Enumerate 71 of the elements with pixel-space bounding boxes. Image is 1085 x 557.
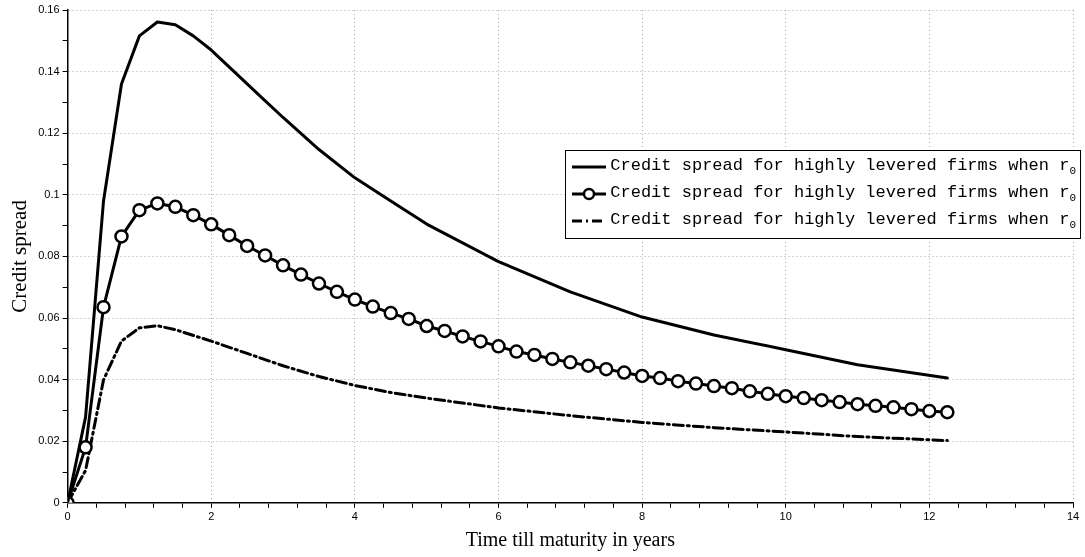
point bbox=[383, 305, 399, 321]
point bbox=[96, 299, 111, 315]
point bbox=[78, 440, 93, 455]
legend-label: Credit spread for highly levered firms when r$_{0}$ bbox=[610, 182, 1076, 205]
point bbox=[437, 323, 452, 339]
y-tick-label: 0.1 bbox=[44, 187, 60, 200]
x-tick-label: 14 bbox=[1066, 510, 1080, 523]
x-tick-label: 0 bbox=[64, 510, 71, 523]
point bbox=[203, 217, 219, 232]
legend-label: Credit spread for highly levered firms when r$_{0}$ bbox=[610, 209, 1076, 232]
point bbox=[886, 400, 901, 415]
point bbox=[563, 355, 578, 370]
point bbox=[545, 351, 560, 367]
point bbox=[796, 390, 811, 406]
y-axis-title: Credit spread bbox=[7, 199, 32, 313]
point bbox=[168, 199, 183, 215]
point bbox=[724, 380, 740, 396]
point bbox=[365, 299, 381, 314]
point bbox=[814, 392, 829, 408]
point bbox=[473, 334, 488, 349]
x-tick-label: 2 bbox=[208, 510, 215, 523]
point bbox=[850, 396, 865, 412]
point bbox=[706, 378, 722, 394]
point bbox=[581, 358, 596, 373]
point bbox=[419, 318, 434, 334]
point bbox=[922, 403, 937, 419]
point bbox=[275, 258, 291, 273]
point bbox=[940, 405, 955, 420]
point bbox=[778, 388, 793, 404]
y-tick-label: 0.06 bbox=[38, 311, 60, 324]
point bbox=[491, 339, 506, 354]
x-tick-label: 6 bbox=[495, 510, 502, 523]
point bbox=[186, 207, 201, 223]
point bbox=[329, 284, 345, 300]
point bbox=[670, 373, 686, 389]
point bbox=[257, 248, 273, 263]
point bbox=[527, 347, 542, 363]
point bbox=[760, 386, 776, 402]
point bbox=[150, 196, 165, 211]
x-tick-label: 10 bbox=[779, 510, 792, 523]
point bbox=[509, 344, 524, 359]
point bbox=[634, 368, 650, 384]
y-tick-label: 0.08 bbox=[38, 249, 60, 262]
point bbox=[293, 267, 309, 282]
point bbox=[652, 370, 668, 386]
point bbox=[832, 394, 847, 410]
point bbox=[616, 365, 632, 380]
point bbox=[868, 398, 883, 414]
y-tick-label: 0.12 bbox=[38, 126, 60, 139]
x-tick-label: 8 bbox=[639, 510, 646, 523]
y-tick-label: 0.16 bbox=[38, 3, 60, 16]
y-tick-label: 0.04 bbox=[38, 372, 60, 385]
point bbox=[311, 276, 327, 291]
point bbox=[114, 229, 129, 244]
point bbox=[132, 202, 147, 218]
point bbox=[401, 311, 416, 327]
point bbox=[239, 238, 255, 254]
legend-label: Credit spread for highly levered firms when r$_{0}$ bbox=[610, 155, 1076, 178]
x-tick-label: 12 bbox=[923, 510, 936, 523]
point bbox=[688, 376, 704, 391]
y-tick-label: 0.14 bbox=[38, 64, 60, 77]
y-tick-label: 0.02 bbox=[38, 434, 60, 447]
point bbox=[455, 329, 470, 344]
point bbox=[347, 292, 363, 307]
y-tick-label: 0 bbox=[53, 495, 60, 508]
point bbox=[742, 384, 758, 399]
point bbox=[221, 227, 237, 243]
point bbox=[904, 401, 919, 417]
point bbox=[598, 361, 614, 377]
x-tick-label: 4 bbox=[351, 510, 358, 523]
x-axis-title: Time till maturity in years bbox=[465, 528, 676, 552]
